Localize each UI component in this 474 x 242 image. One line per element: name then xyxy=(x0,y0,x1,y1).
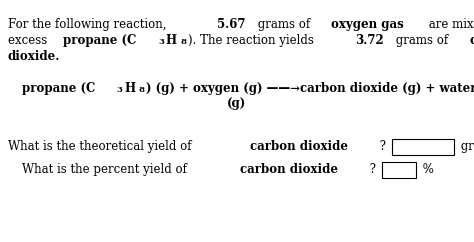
Text: ). The reaction yields: ). The reaction yields xyxy=(188,34,318,47)
Text: 3.72: 3.72 xyxy=(355,34,384,47)
Text: grams of: grams of xyxy=(392,34,452,47)
Text: ?: ? xyxy=(366,163,376,176)
Text: 3: 3 xyxy=(158,38,164,45)
Text: (g): (g) xyxy=(228,97,246,110)
Text: H: H xyxy=(166,34,177,47)
Text: 3: 3 xyxy=(117,85,123,93)
Text: 8: 8 xyxy=(180,38,186,45)
Text: What is the percent yield of: What is the percent yield of xyxy=(22,163,191,176)
FancyBboxPatch shape xyxy=(382,162,416,178)
Text: For the following reaction,: For the following reaction, xyxy=(8,18,170,31)
FancyBboxPatch shape xyxy=(392,139,454,155)
Text: excess: excess xyxy=(8,34,51,47)
Text: ?: ? xyxy=(376,140,386,153)
Text: grams: grams xyxy=(457,140,474,153)
Text: 8: 8 xyxy=(138,85,145,93)
Text: propane (C: propane (C xyxy=(22,82,95,95)
Text: grams of: grams of xyxy=(254,18,314,31)
Text: carbon: carbon xyxy=(469,34,474,47)
Text: propane (C: propane (C xyxy=(64,34,137,47)
Text: dioxide.: dioxide. xyxy=(8,50,60,63)
Text: are mixed with: are mixed with xyxy=(425,18,474,31)
Text: carbon dioxide: carbon dioxide xyxy=(239,163,337,176)
Text: %: % xyxy=(419,163,434,176)
Text: oxygen gas: oxygen gas xyxy=(331,18,404,31)
Text: H: H xyxy=(124,82,136,95)
Text: 5.67: 5.67 xyxy=(218,18,246,31)
Text: carbon dioxide: carbon dioxide xyxy=(250,140,347,153)
Text: ) (g) + oxygen (g) ——→carbon dioxide (g) + water: ) (g) + oxygen (g) ——→carbon dioxide (g)… xyxy=(146,82,474,95)
Text: What is the theoretical yield of: What is the theoretical yield of xyxy=(8,140,195,153)
